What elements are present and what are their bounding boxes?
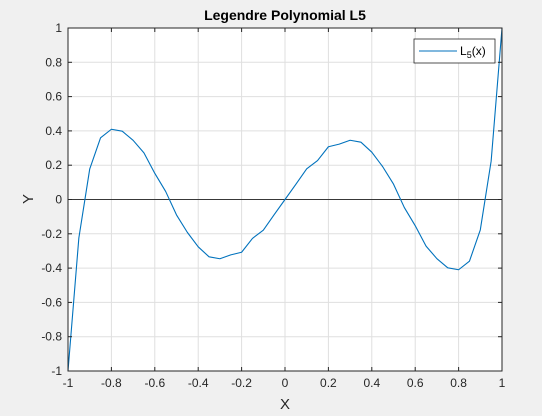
- x-tick-label: -0.2: [231, 376, 252, 390]
- legend-label-suffix: (x): [472, 44, 486, 58]
- y-tick-label: -0.8: [41, 330, 62, 344]
- y-tick-label: 1: [55, 21, 62, 35]
- x-tick-label: 0.4: [363, 376, 380, 390]
- ticks: [67, 27, 503, 372]
- x-tick-label: -0.6: [144, 376, 165, 390]
- series-layer: [67, 27, 503, 372]
- y-tick-label: 0.6: [45, 90, 62, 104]
- y-tick-label: 0.2: [45, 158, 62, 172]
- legend-label-subscript: 5: [467, 50, 472, 60]
- x-tick-label: -0.4: [188, 376, 209, 390]
- y-tick-labels: -1 -0.8 -0.6 -0.4 -0.2 0 0.2 0.4 0.6 0.8 1: [41, 21, 62, 378]
- x-axis-label: X: [280, 396, 290, 413]
- x-tick-labels: -1 -0.8 -0.6 -0.4 -0.2 0 0.2 0.4 0.6 0.8 1: [63, 376, 506, 390]
- chart-title: Legendre Polynomial L5: [204, 7, 366, 23]
- legend-label-base: L: [460, 44, 467, 58]
- x-tick-label: -1: [63, 376, 74, 390]
- x-tick-label: -0.8: [101, 376, 122, 390]
- y-tick-label: -0.4: [41, 261, 62, 275]
- y-tick-label: 0.8: [45, 55, 62, 69]
- x-tick-label: 0.2: [320, 376, 337, 390]
- y-axis-label: Y: [20, 194, 37, 204]
- x-tick-label: 1: [499, 376, 506, 390]
- x-tick-label: 0.8: [450, 376, 467, 390]
- y-tick-label: 0.4: [45, 124, 62, 138]
- x-tick-label: 0.6: [407, 376, 424, 390]
- y-tick-label: -0.2: [41, 227, 62, 241]
- series-line-l5: [67, 27, 503, 372]
- legend: L5(x): [413, 38, 496, 64]
- legend-label-l5: L5(x): [460, 44, 486, 60]
- y-tick-label: -1: [51, 364, 62, 378]
- x-tick-label: 0: [282, 376, 289, 390]
- y-tick-label: 0: [55, 193, 62, 207]
- y-tick-label: -0.6: [41, 295, 62, 309]
